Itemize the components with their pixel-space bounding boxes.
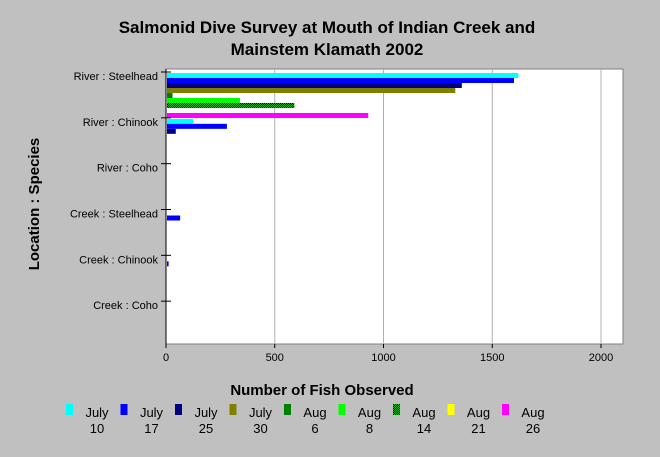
chart-title-line-1: Salmonid Dive Survey at Mouth of Indian … — [119, 18, 536, 37]
legend-label: 26 — [526, 421, 540, 436]
legend-label: 6 — [311, 421, 318, 436]
bar — [167, 88, 456, 93]
grid-lines — [274, 69, 602, 344]
legend-swatch — [284, 404, 291, 415]
bar — [167, 103, 295, 108]
legend-label: Aug — [521, 405, 544, 420]
category-label: Creek : Steelhead — [70, 208, 158, 220]
x-axis-title: Number of Fish Observed — [230, 382, 413, 399]
legend-label: July — [85, 405, 109, 420]
x-tick-label: 0 — [163, 352, 169, 364]
legend-swatch — [66, 404, 73, 415]
legend-swatch — [393, 404, 400, 415]
legend-label: July — [194, 405, 218, 420]
x-axis: 0 500 1000 1500 2000 — [163, 344, 613, 364]
legend-label: 30 — [253, 421, 267, 436]
x-tick-label: 1500 — [480, 352, 504, 364]
category-label: River : Chinook — [83, 117, 159, 129]
legend-label: 25 — [199, 421, 213, 436]
y-axis: River : Steelhead River : Chinook River : … — [70, 69, 171, 344]
bar — [167, 128, 176, 134]
plot-area — [165, 68, 624, 345]
legend-label: July — [249, 405, 273, 420]
bar — [167, 83, 462, 88]
legend-label: Aug — [412, 405, 435, 420]
legend-label: July — [140, 405, 164, 420]
legend-label: Aug — [358, 405, 381, 420]
legend-label: 17 — [144, 421, 158, 436]
legend-label: 14 — [417, 421, 431, 436]
legend-label: 8 — [366, 421, 373, 436]
bar — [167, 93, 173, 98]
x-tick-label: 2000 — [589, 352, 613, 364]
bar — [167, 98, 240, 103]
x-tick-label: 1000 — [371, 352, 395, 364]
bar — [167, 215, 181, 221]
x-tick-label: 500 — [266, 352, 284, 364]
legend-swatch — [502, 404, 509, 415]
category-label: River : Coho — [97, 163, 158, 175]
bar — [167, 123, 227, 129]
chart-title-line-2: Mainstem Klamath 2002 — [231, 40, 424, 59]
bar — [167, 113, 369, 118]
category-label: Creek : Chinook — [79, 254, 158, 266]
bar — [167, 261, 169, 267]
legend-label: 10 — [90, 421, 104, 436]
bar — [167, 118, 194, 124]
y-axis-title: Location : Species — [26, 138, 43, 271]
legend-swatch — [447, 404, 455, 415]
legend-swatch — [229, 404, 237, 415]
legend-swatch — [120, 404, 128, 415]
legend-swatch — [338, 404, 346, 415]
category-label: River : Steelhead — [74, 71, 158, 83]
bar — [167, 73, 519, 78]
bars — [167, 73, 519, 267]
legend-swatch — [175, 404, 182, 415]
category-label: Creek : Coho — [93, 300, 158, 312]
legend-label: 21 — [471, 421, 485, 436]
bar — [167, 78, 514, 83]
legend-label: Aug — [467, 405, 490, 420]
legend-label: Aug — [303, 405, 326, 420]
legend: July10July17July25July30Aug6Aug8Aug14Aug… — [66, 404, 545, 436]
